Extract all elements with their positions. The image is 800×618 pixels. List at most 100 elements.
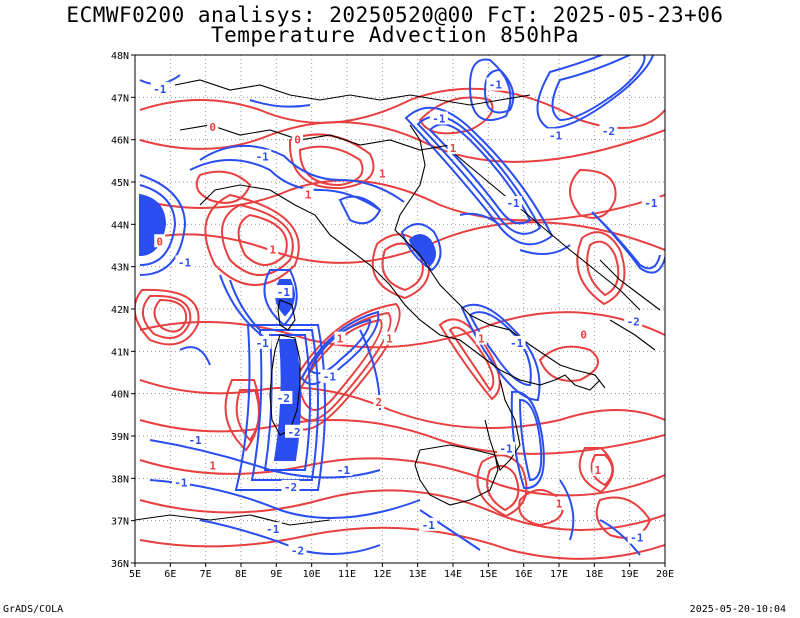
lat-tick-label: 38N [111, 474, 129, 485]
contour-label-bg [504, 196, 523, 210]
contour-label-bg [285, 424, 303, 438]
contour-label: -1 [549, 129, 563, 142]
contour-label-bg [507, 335, 526, 349]
contour-label: 1 [209, 460, 216, 473]
contour-label-bg [281, 479, 300, 493]
warm-advection-contours [135, 87, 665, 560]
contour-label: -1 [506, 197, 520, 210]
map-subtitle: Temperature Advection 850hPa [210, 23, 579, 47]
contour-labels: -1 0 -1 1 0 1 -1 1 -1 -1 -2 -1 -1 -1 0 1 -1 -1 -2 -1 1 1 1 -1 2 -… [150, 77, 660, 557]
contour-label: -1 [422, 519, 436, 532]
contour-label-bg [627, 530, 646, 544]
contour-label: -1 [323, 371, 337, 384]
contour-label: 1 [386, 333, 393, 346]
axis-ticks: 5E 6E 7E 8E 9E 10E 11E 12E 13E 14E 15E 16E 17E 18E 19E… [111, 51, 674, 580]
contour-label-bg [486, 77, 505, 91]
lat-tick-label: 37N [111, 517, 129, 528]
lon-tick-label: 12E [373, 569, 391, 580]
lat-tick-label: 42N [111, 305, 129, 316]
contour-label: -1 [644, 197, 658, 210]
lon-tick-label: 8E [235, 569, 247, 580]
coastlines-borders [135, 79, 661, 526]
lon-tick-label: 19E [621, 569, 639, 580]
lon-tick-label: 20E [656, 569, 674, 580]
contour-label: 2 [375, 396, 382, 409]
contour-label-bg [207, 458, 219, 472]
lon-tick-label: 16E [515, 569, 533, 580]
contour-label-bg [383, 331, 395, 345]
contour-label: -1 [277, 286, 291, 299]
lon-tick-label: 13E [409, 569, 427, 580]
contour-label: -1 [256, 151, 270, 164]
lon-tick-label: 18E [585, 569, 603, 580]
contour-label-bg [599, 124, 618, 138]
contour-label: -2 [284, 481, 297, 494]
lat-tick-label: 36N [111, 559, 129, 570]
lon-tick-label: 6E [164, 569, 176, 580]
contour-label-bg [641, 196, 660, 210]
contour-label-bg [578, 327, 590, 341]
lon-tick-label: 5E [129, 569, 141, 580]
contour-label: -1 [174, 477, 188, 490]
lon-tick-label: 17E [550, 569, 568, 580]
contour-label-bg [302, 187, 314, 201]
contour-label-bg [274, 390, 293, 404]
contour-label: -1 [178, 256, 192, 269]
contour-label-bg [263, 522, 282, 536]
software-credit: GrADS/COLA [3, 604, 64, 615]
contour-label: 0 [156, 235, 163, 248]
contour-label-bg [419, 517, 438, 531]
lat-tick-label: 41N [111, 347, 129, 358]
contour-label-bg [150, 81, 169, 95]
contour-label: -1 [630, 532, 644, 545]
contour-label-bg [288, 543, 307, 557]
contour-label-bg [175, 255, 194, 269]
lat-tick-label: 47N [111, 93, 129, 104]
contour-label: -1 [337, 464, 351, 477]
contour-label-bg [334, 331, 346, 345]
lon-tick-label: 15E [479, 569, 497, 580]
lon-tick-label: 7E [200, 569, 212, 580]
contour-label: 0 [580, 328, 587, 341]
contour-label-bg [447, 141, 459, 155]
contour-label: -2 [277, 392, 290, 405]
contour-label: -1 [266, 523, 280, 536]
contour-label-bg [171, 475, 190, 489]
contour-label: -2 [627, 316, 640, 329]
contour-label: -1 [499, 443, 513, 456]
contour-label: -1 [153, 83, 167, 96]
contour-label-bg [373, 395, 385, 409]
render-timestamp: 2025-05-20-10:04 [689, 604, 786, 615]
contour-label: -2 [287, 426, 300, 439]
contour-label-bg [186, 433, 205, 447]
contour-label-bg [376, 166, 388, 180]
contour-label: -1 [188, 434, 202, 447]
lon-tick-label: 11E [338, 569, 356, 580]
contour-label-bg [292, 132, 304, 146]
contour-label-bg [475, 331, 487, 345]
lat-tick-label: 45N [111, 178, 129, 189]
contour-label-bg [253, 149, 272, 163]
contour-label: 1 [478, 333, 485, 346]
contour-label: 1 [556, 498, 563, 511]
contour-label-bg [274, 285, 293, 299]
contour-label: -1 [510, 337, 524, 350]
lat-tick-label: 43N [111, 263, 129, 274]
contour-label: 1 [269, 244, 276, 257]
contour-label-bg [207, 119, 219, 133]
contour-label: 1 [305, 189, 312, 202]
contour-label-bg [320, 369, 339, 383]
contour-label: 1 [450, 142, 457, 155]
contour-label: -2 [291, 544, 304, 557]
map-title: ECMWF0200 analisys: 20250520@00 FcT: 202… [66, 3, 724, 27]
contour-label: 1 [595, 464, 602, 477]
contour-label-bg [497, 441, 515, 455]
contour-label-bg [253, 335, 272, 349]
contour-label-bg [267, 242, 279, 256]
lat-tick-label: 44N [111, 220, 129, 231]
contour-label-bg [553, 496, 565, 510]
contour-label-bg [624, 314, 643, 328]
contour-label: 1 [337, 333, 344, 346]
lon-tick-label: 14E [444, 569, 462, 580]
